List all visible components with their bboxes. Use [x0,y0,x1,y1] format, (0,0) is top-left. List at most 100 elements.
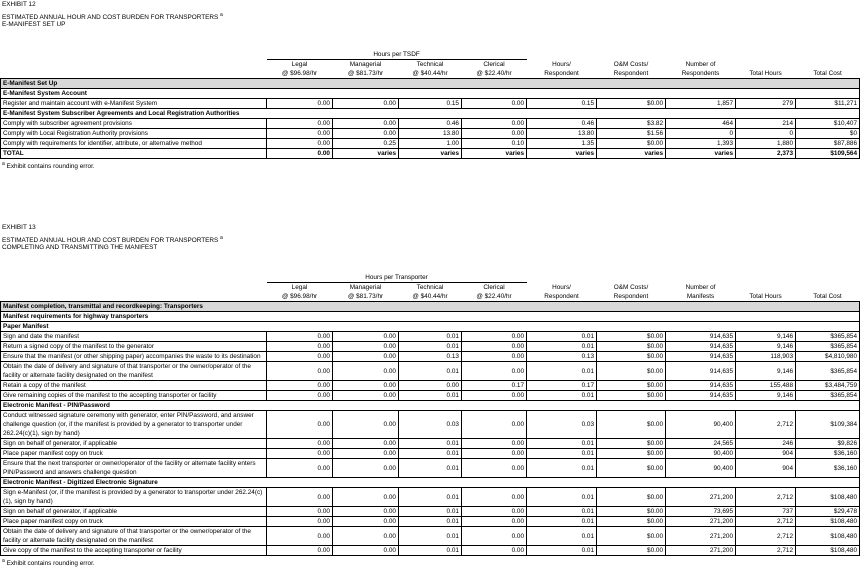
cell: 0.00 [266,487,333,507]
cell: $87,886 [795,138,861,149]
title-note: a [220,235,223,241]
cell: 214 [735,118,797,129]
row-label: Sign e-Manifest (or, if the manifest is … [0,487,267,507]
column-header: Managerial [349,284,382,291]
column-header: Total Cost [813,70,842,77]
cell: 0.00 [266,118,333,129]
cell: 0.00 [266,438,333,449]
blank [1,283,267,293]
column-header: Total Hours [749,70,782,77]
cell: 0.00 [332,410,399,439]
cell: 0.01 [526,361,598,381]
subheading-row: Electronic Manifest - Digitized Electron… [0,477,861,488]
cell: 0.46 [526,118,598,129]
row-label: Obtain the date of delivery and signatur… [0,361,267,381]
title-note: a [220,12,223,18]
column-header: Total Hours [749,293,782,300]
cell: 0.01 [398,545,462,556]
cell: $0.00 [596,506,667,517]
data-row: Give copy of the manifest to the accepti… [0,545,861,556]
cell: $365,854 [795,341,861,352]
cell: 0.00 [460,506,528,517]
cell: 1.35 [526,138,598,149]
cell: $0.00 [596,448,667,459]
column-header-row: Legal Managerial Technical Clerical Hours/O&… [1,283,860,293]
cell: $0.00 [596,438,667,449]
cell: 0.01 [526,545,598,556]
blank [666,50,736,60]
cell: 0.00 [332,506,399,517]
cell: 0.00 [332,351,399,362]
cell: $0.00 [596,458,667,478]
data-row: Sign on behalf of generator, if applicab… [0,438,861,449]
column-header: Clerical [483,284,505,291]
subheading-row: Electronic Manifest - PIN/Password [0,400,861,411]
cell: 0.00 [332,438,399,449]
data-row: Comply with Local Registration Authority… [0,128,861,139]
cell: $3,484,759 [795,380,861,391]
cell: $108,480 [795,545,861,556]
cell: 0.01 [526,438,598,449]
row-label: Register and maintain account with e-Man… [0,98,267,109]
column-header: Total Cost [813,293,842,300]
column-header: Hours/ [552,284,571,291]
cell: 2,712 [735,526,797,546]
row-label: Conduct witnessed signature ceremony wit… [0,410,267,439]
cell: 0.00 [266,351,333,362]
cell: 0 [735,128,797,139]
cell: 13.80 [398,128,462,139]
group-header: Hours per Transporter [266,273,527,283]
cell: 0.00 [332,361,399,381]
table: Hours per Transporter Legal Managerial Tech… [0,273,861,556]
exhibit-header: EXHIBIT 13 ESTIMATED ANNUAL HOUR AND COST… [2,223,860,253]
blank [1,273,267,283]
blank [1,69,267,79]
cell: 0.01 [398,458,462,478]
data-row: Ensure that the next transporter or owne… [0,458,861,478]
cell: 246 [735,438,797,449]
cell: $365,854 [795,361,861,381]
cell: 1.00 [398,138,462,149]
cell: 0.01 [398,526,462,546]
row-label: Sign on behalf of generator, if applicab… [0,506,267,517]
cell: 1,857 [665,98,737,109]
row-label: Comply with subscriber agreement provisi… [0,118,267,129]
cell: 0.00 [460,98,528,109]
cell: $0.00 [596,390,667,401]
blank [796,60,860,70]
cell: 279 [735,98,797,109]
subheading: E-Manifest System Account [0,88,861,99]
cell: 0.00 [460,438,528,449]
exhibit-subtitle: E-MANIFEST SET UP [2,21,66,28]
row-label: Return a signed copy of the manifest to … [0,341,267,352]
blank [1,292,267,302]
table-body: E-Manifest Set Up E-Manifest System Accou… [0,78,861,159]
cell: 0.01 [526,506,598,517]
cell: 914,635 [665,351,737,362]
data-row: Return a signed copy of the manifest to … [0,341,861,352]
group-header: Hours per TSDF [266,50,527,60]
column-header: O&M Costs/ [613,284,649,291]
cell: 0.00 [460,128,528,139]
cell: 0.00 [266,361,333,381]
cell: 0.00 [266,448,333,459]
row-label: Ensure that the next transporter or owne… [0,458,267,478]
column-header: Legal [291,61,308,68]
cell: 0.17 [460,380,528,391]
data-row: Give remaining copies of the manifest to… [0,390,861,401]
cell: 0.00 [266,526,333,546]
cell: 0.03 [398,410,462,439]
column-header: Clerical [483,61,505,68]
data-row: Comply with requirements for identifier,… [0,138,861,149]
subheading-row: Paper Manifest [0,321,861,332]
cell: $0.00 [596,526,667,546]
column-header: Respondent [544,293,579,300]
footnote-mark: a [2,161,5,167]
cell: 0.00 [460,458,528,478]
cell: 9,146 [735,390,797,401]
cell: 0.10 [460,138,528,149]
group-header-row: Hours per Transporter [1,273,860,283]
cell: $108,480 [795,516,861,527]
blank [527,50,597,60]
cell: 0.00 [332,128,399,139]
